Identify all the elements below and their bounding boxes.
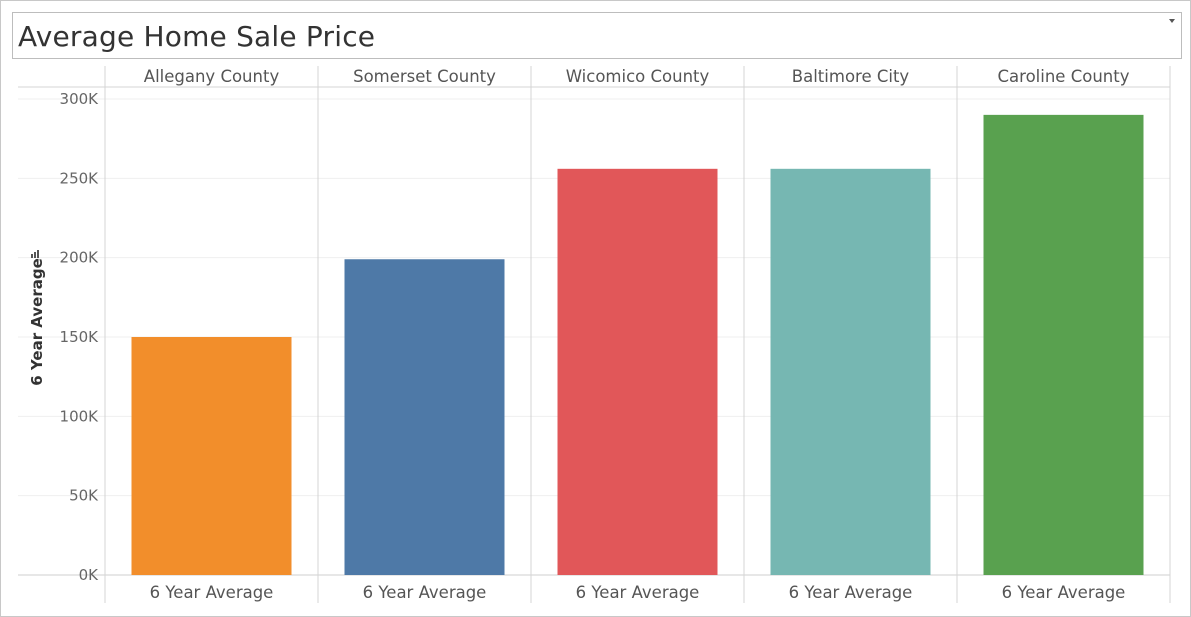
y-tick-label: 200K xyxy=(60,249,100,267)
category-header: Baltimore City xyxy=(792,67,910,86)
y-tick-label: 250K xyxy=(60,169,100,187)
bar xyxy=(131,337,292,575)
bar xyxy=(557,168,718,575)
bar xyxy=(983,114,1144,575)
y-axis-label: 6 Year Average xyxy=(28,258,46,386)
bar-footer-label: 6 Year Average xyxy=(789,583,913,602)
bar-footer-label: 6 Year Average xyxy=(363,583,487,602)
y-tick-label: 300K xyxy=(60,90,100,108)
y-tick-label: 0K xyxy=(79,566,100,584)
sort-icon xyxy=(34,252,36,258)
category-header: Somerset County xyxy=(353,67,496,86)
title-bar[interactable]: Average Home Sale Price xyxy=(12,12,1182,59)
category-header: Wicomico County xyxy=(566,67,710,86)
bar-footer-label: 6 Year Average xyxy=(1002,583,1126,602)
bar-footer-label: 6 Year Average xyxy=(576,583,700,602)
bar xyxy=(770,168,931,575)
bar xyxy=(344,259,505,575)
y-tick-label: 100K xyxy=(60,407,100,425)
category-header: Caroline County xyxy=(998,67,1130,86)
sort-icon xyxy=(37,250,39,258)
chart-title: Average Home Sale Price xyxy=(18,20,376,53)
chevron-down-icon[interactable] xyxy=(1169,19,1175,23)
y-tick-label: 50K xyxy=(69,487,99,505)
y-tick-label: 150K xyxy=(60,328,100,346)
category-header: Allegany County xyxy=(144,67,280,86)
bar-footer-label: 6 Year Average xyxy=(150,583,274,602)
sort-icon xyxy=(31,254,33,258)
